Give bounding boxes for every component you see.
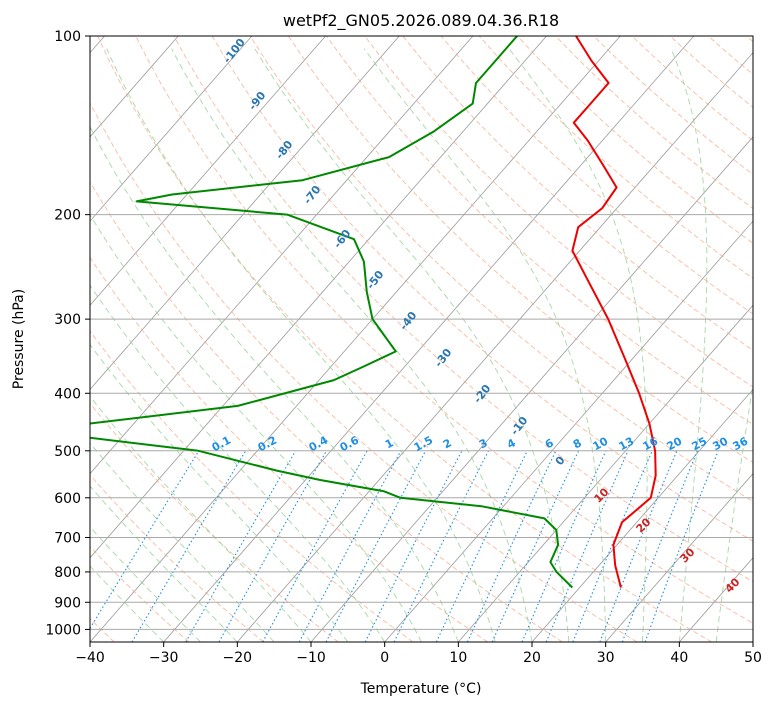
moist-adiabat-line: [90, 526, 201, 642]
y-tick-label: 300: [54, 312, 81, 328]
dry-adiabat-line: [440, 36, 753, 315]
plot-background: [90, 36, 753, 642]
moist-adiabat-line: [90, 213, 422, 642]
moist-adiabat-line: [90, 284, 386, 642]
y-tick-label: 900: [54, 595, 81, 611]
dry-adiabat-line: [135, 36, 753, 624]
isotherm-line: [90, 36, 621, 642]
x-tick-label: 30: [597, 650, 615, 666]
mixing-ratio-line: [218, 450, 327, 642]
isotherm-line: [236, 52, 753, 642]
isotherm-line: [752, 641, 753, 642]
dry-adiabat-line: [326, 36, 753, 425]
x-tick-label: 0: [380, 650, 389, 666]
y-tick-label: 1000: [45, 622, 81, 638]
moist-adiabat-line: [363, 48, 607, 642]
mixing-ratio-label: 10: [591, 434, 611, 453]
dry-adiabat-line: [90, 256, 488, 642]
dry-adiabat-line: [90, 474, 264, 642]
pressure-gridlines: [90, 36, 753, 630]
mixing-ratio-line: [393, 450, 489, 642]
y-tick-label: 100: [54, 29, 81, 45]
mixing-ratio-line: [545, 450, 629, 642]
moist-adiabat-line: [508, 48, 648, 642]
y-tick-label: 400: [54, 386, 81, 402]
moist-adiabat-line: [254, 48, 570, 642]
mixing-ratio-line: [644, 450, 719, 642]
isotherm-line: [90, 36, 474, 475]
x-tick-label: −10: [296, 650, 326, 666]
y-axis: 100 200 300 400 500 600 700 800 900 1000: [45, 29, 90, 638]
mixing-ratio-line: [262, 450, 368, 642]
moist-adiabat-line: [670, 48, 708, 642]
y-tick-label: 200: [54, 208, 81, 224]
temperature-profile: [571, 36, 657, 588]
mixing-ratio-line: [621, 450, 699, 642]
dry-adiabat-line: [211, 36, 753, 542]
x-tick-label: −30: [149, 650, 179, 666]
mixing-ratio-label: 16: [641, 434, 661, 453]
isotherm-line: [90, 36, 253, 222]
x-tick-label: 40: [670, 650, 688, 666]
background-lines: [90, 36, 753, 642]
dry-adiabat-line: [249, 36, 753, 503]
mixing-ratio-line: [572, 450, 653, 642]
dry-adiabat-line: [90, 330, 414, 642]
dry-adiabat-line: [90, 402, 339, 642]
dry-adiabat-line: [173, 36, 753, 583]
mixing-ratio-line: [599, 450, 678, 642]
mixing-ratio-line: [298, 450, 402, 642]
dry-adiabat-line: [97, 36, 712, 642]
mixing-ratio-label: 25: [690, 435, 710, 454]
isotherm-line: [163, 36, 695, 642]
isotherm-line: [90, 36, 400, 391]
x-tick-label: 10: [449, 650, 467, 666]
y-tick-label: 700: [54, 531, 81, 547]
moist-adiabat-line: [90, 485, 238, 642]
isotherm-line: [457, 304, 753, 642]
mixing-ratio-label: 36: [731, 434, 751, 453]
isotherm-line: [531, 388, 753, 642]
x-tick-label: −20: [223, 650, 253, 666]
plot-frame: [89, 35, 754, 643]
chart-title: wetPf2_GN05.2026.089.04.36.R18: [283, 11, 559, 31]
moist-adiabat-line: [90, 343, 349, 642]
isotherm-line: [605, 473, 753, 642]
dewpoint-profile: [90, 36, 574, 589]
isotherm-line: [384, 220, 753, 642]
isotherm-line: [90, 36, 326, 306]
mixing-ratio-line: [364, 450, 463, 642]
y-axis-label: Pressure (hPa): [11, 289, 27, 389]
mixing-ratio-line: [521, 450, 607, 642]
isotherm-line: [90, 36, 547, 559]
mixing-ratio-line: [90, 450, 200, 630]
x-tick-label: 20: [523, 650, 541, 666]
x-axis: −40 −30 −20 −10 0 10 20 30 40 50: [75, 642, 762, 666]
x-tick-label: 50: [744, 650, 762, 666]
profiles: [90, 36, 657, 589]
y-tick-label: 800: [54, 565, 81, 581]
mixing-ratio-label: 30: [711, 434, 731, 453]
dry-adiabat-line: [90, 180, 563, 642]
moist-adiabat-line: [171, 48, 533, 642]
moist-adiabat-line: [90, 125, 459, 642]
y-tick-label: 500: [54, 444, 81, 460]
mixing-ratio-label: 13: [617, 435, 637, 454]
moist-adiabat-line: [90, 565, 165, 642]
x-tick-label: −40: [75, 650, 105, 666]
y-tick-label: 600: [54, 491, 81, 507]
mixing-ratio-label: 20: [665, 434, 685, 453]
x-axis-label: Temperature (°C): [360, 681, 482, 697]
dry-adiabat-line: [402, 36, 753, 351]
moist-adiabat-line: [106, 48, 496, 642]
moist-adiabat-line: [715, 381, 753, 642]
